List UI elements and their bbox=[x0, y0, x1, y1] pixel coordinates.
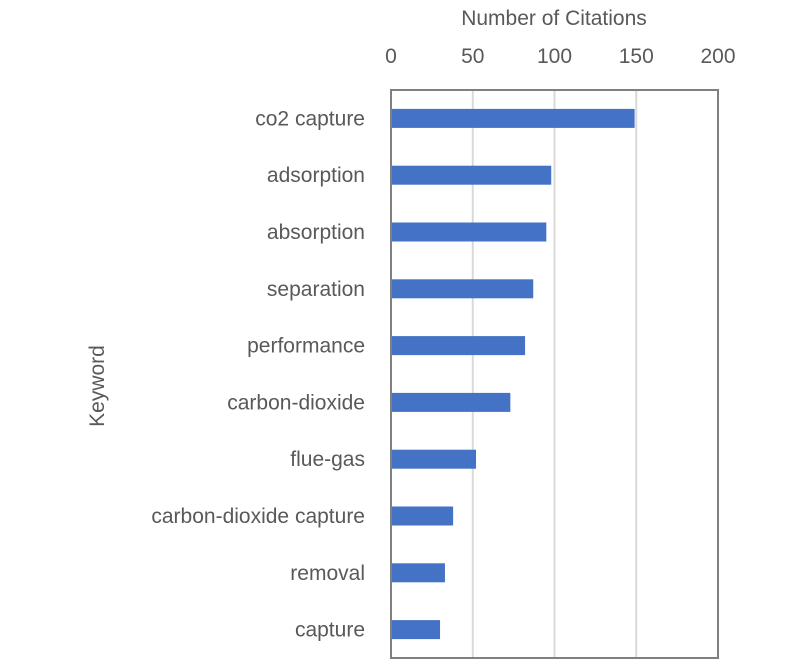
x-tick-labels: 0 50 100 150 200 bbox=[385, 45, 735, 68]
plot-frame bbox=[390, 89, 719, 659]
bar bbox=[391, 108, 635, 128]
category-label: performance bbox=[247, 335, 365, 358]
x-tick-label: 100 bbox=[537, 45, 572, 68]
x-tick-label: 50 bbox=[461, 45, 484, 68]
x-tick-label: 200 bbox=[700, 45, 735, 68]
bar bbox=[391, 506, 454, 526]
bar bbox=[391, 563, 445, 583]
category-labels: co2 capture adsorption absorption separatio… bbox=[151, 107, 365, 641]
bar bbox=[391, 336, 526, 356]
bar bbox=[391, 449, 477, 469]
category-label: absorption bbox=[267, 221, 365, 244]
bar bbox=[391, 392, 511, 412]
category-label: flue-gas bbox=[290, 448, 365, 471]
y-axis-title: Keyword bbox=[86, 345, 109, 427]
bar bbox=[391, 279, 534, 299]
category-label: removal bbox=[290, 562, 365, 585]
x-tick-label: 0 bbox=[385, 45, 397, 68]
bar bbox=[391, 222, 547, 242]
category-label: adsorption bbox=[267, 164, 365, 187]
category-label: carbon-dioxide capture bbox=[151, 505, 365, 528]
category-label: separation bbox=[267, 278, 365, 301]
bar bbox=[391, 165, 552, 185]
x-axis-title: Number of Citations bbox=[461, 7, 647, 30]
plot-border bbox=[390, 89, 719, 659]
x-tick-label: 150 bbox=[619, 45, 654, 68]
bars bbox=[391, 108, 635, 640]
category-label: co2 capture bbox=[255, 107, 365, 130]
bar bbox=[391, 620, 441, 640]
category-label: carbon-dioxide bbox=[227, 391, 365, 414]
category-label: capture bbox=[295, 619, 365, 642]
